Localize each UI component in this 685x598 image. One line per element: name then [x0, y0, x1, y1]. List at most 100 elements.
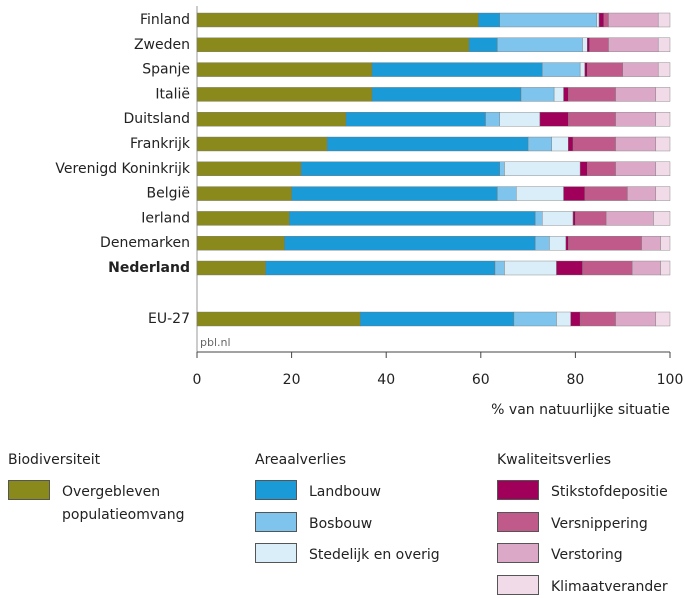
- bar-segment: [575, 211, 607, 226]
- legend-group-title: Biodiversiteit: [8, 452, 101, 468]
- bar-segment: [499, 161, 505, 177]
- bar-segment: [631, 260, 661, 276]
- legend-group-title: Areaalverlies: [255, 452, 347, 468]
- legend-swatch: [497, 574, 539, 595]
- bar-segment: [582, 260, 633, 276]
- bar-segment: [587, 37, 590, 52]
- bar-segment: [568, 87, 616, 102]
- bar-segment: [627, 186, 657, 201]
- bar-segment: [563, 87, 569, 102]
- bar-segment: [196, 161, 302, 177]
- bar-segment: [641, 235, 661, 251]
- legend-label: Overgebleven populatieomvang: [62, 484, 185, 523]
- x-tick-label: 0: [193, 372, 202, 388]
- bar-segment: [582, 37, 588, 52]
- bar-segment: [655, 186, 671, 201]
- legend-label: Landbouw: [309, 484, 381, 500]
- bar-segment: [589, 37, 609, 52]
- legend-label: Bosbouw: [309, 515, 373, 532]
- bar-segment: [196, 235, 285, 251]
- bar-segment: [527, 136, 552, 152]
- bar-segment: [196, 37, 470, 52]
- bar-segment: [565, 235, 569, 251]
- bar-segment: [608, 12, 659, 28]
- source: pbl.nl: [200, 336, 231, 349]
- bar-segment: [655, 161, 671, 177]
- legend-label: Verstoring: [551, 547, 623, 563]
- category-label: Ierland: [141, 210, 190, 226]
- bar-segment: [615, 87, 657, 102]
- bar-segment: [615, 136, 657, 152]
- category-label: Verenigd Koninkrijk: [55, 161, 190, 177]
- bar-segment: [556, 260, 583, 276]
- bar-segment: [615, 311, 657, 327]
- bar-segment: [504, 161, 581, 177]
- category-label: Zweden: [134, 37, 190, 53]
- bar-segment: [556, 311, 571, 327]
- bar-segment: [579, 311, 616, 327]
- bar-segment: [265, 260, 496, 276]
- legend-label: Klimaatverander: [551, 578, 668, 595]
- bar-segment: [587, 161, 616, 177]
- bar-segment: [359, 311, 515, 327]
- bar-segment: [289, 211, 536, 226]
- bar-segment: [579, 161, 588, 177]
- bar-segment: [605, 211, 654, 226]
- category-label: Nederland: [108, 260, 190, 276]
- bar-segment: [300, 161, 500, 177]
- bar-segment: [468, 37, 498, 52]
- category-label: Italië: [155, 86, 190, 102]
- bar-segment: [615, 111, 657, 127]
- bar-segment: [196, 62, 373, 77]
- x-tick-label: 60: [472, 372, 490, 388]
- bar-segment: [196, 136, 328, 152]
- category-label: Duitsland: [123, 111, 190, 127]
- legend-label: Stikstofdepositie: [551, 484, 668, 500]
- x-tick-label: 40: [377, 372, 395, 388]
- bar-segment: [655, 311, 671, 327]
- bar-segment: [563, 186, 586, 201]
- category-label: Finland: [140, 12, 190, 28]
- bar-segment: [371, 62, 543, 77]
- bar-segment: [504, 260, 557, 276]
- category-label: Spanje: [142, 62, 190, 78]
- legend-swatch: [255, 480, 297, 500]
- bar-segment: [494, 260, 505, 276]
- x-tick-label: 100: [657, 372, 684, 388]
- category-label: EU-27: [148, 311, 190, 327]
- x-axis-title: % van natuurlijke situatie: [491, 402, 670, 418]
- bar-segment: [660, 260, 671, 276]
- bar-segment: [568, 235, 642, 251]
- bar-segment: [542, 62, 581, 77]
- bar-segment: [478, 12, 500, 28]
- bar-segment: [551, 136, 569, 152]
- bar-segment: [196, 111, 347, 127]
- bar-segment: [655, 87, 671, 102]
- bar-segment: [657, 37, 671, 52]
- bar-segment: [568, 136, 574, 152]
- bar-segment: [570, 311, 581, 327]
- bar-segment: [653, 211, 671, 226]
- bar-segment: [579, 62, 586, 77]
- bar-segment: [345, 111, 486, 127]
- legend-swatch: [255, 511, 297, 532]
- bar-segment: [542, 211, 574, 226]
- bar-segment: [196, 186, 292, 201]
- bar-segment: [326, 136, 529, 152]
- bar-segment: [615, 161, 657, 177]
- bar-segment: [598, 12, 604, 28]
- bar-segment: [534, 235, 550, 251]
- bar-segment: [655, 111, 671, 127]
- bar-segment: [657, 12, 671, 28]
- bar-segment: [572, 211, 576, 226]
- bar-segment: [371, 87, 522, 102]
- legend-label: Stedelijk en overig: [309, 547, 440, 563]
- legend-swatch: [497, 511, 539, 532]
- bar-segment: [587, 62, 623, 77]
- bar-segment: [584, 62, 588, 77]
- category-label: Denemarken: [100, 235, 190, 251]
- bar-segment: [499, 12, 597, 28]
- bar-segment: [572, 136, 616, 152]
- bar-segment: [660, 235, 671, 251]
